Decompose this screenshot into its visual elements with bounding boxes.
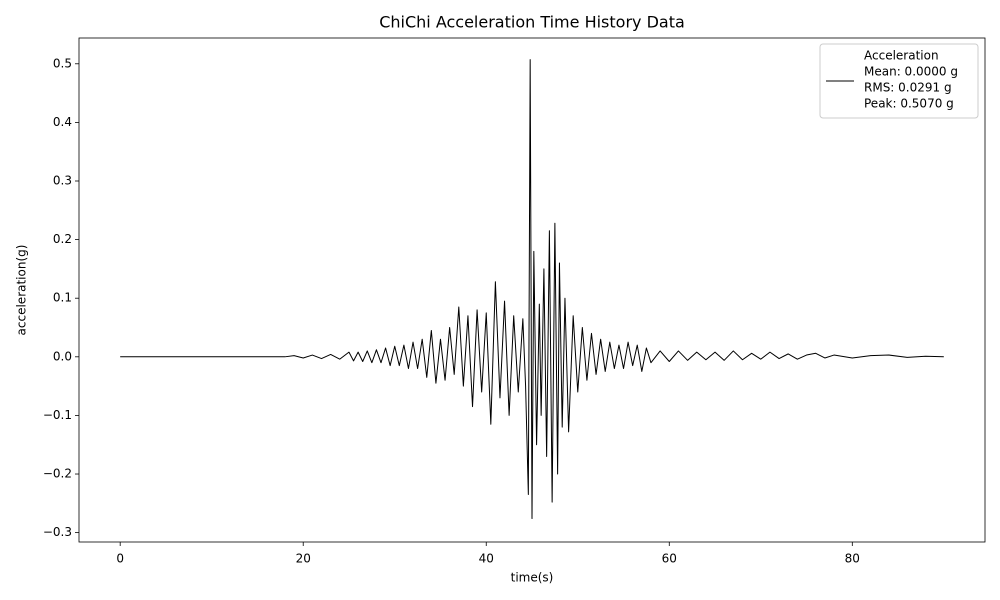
legend-note: Mean: 0.0000 g <box>864 65 958 79</box>
legend-label: Acceleration <box>864 49 939 63</box>
plot-frame <box>78 37 986 543</box>
legend-box <box>819 43 979 119</box>
y-tick-label: 0.4 <box>53 115 72 129</box>
legend-note: RMS: 0.0291 g <box>864 81 952 95</box>
x-tick-label: 0 <box>116 552 124 566</box>
x-tick-label: 40 <box>479 552 494 566</box>
y-tick-label: 0.0 <box>53 349 72 363</box>
y-tick-label: 0.1 <box>53 291 72 305</box>
y-tick-label: 0.2 <box>53 232 72 246</box>
y-tick-label: −0.3 <box>43 525 72 539</box>
y-axis-label: acceleration(g) <box>15 245 29 336</box>
y-tick-label: 0.5 <box>53 56 72 70</box>
x-axis-label: time(s) <box>511 571 554 585</box>
y-tick-label: 0.3 <box>53 173 72 187</box>
chart-title: ChiChi Acceleration Time History Data <box>379 13 685 32</box>
x-tick-label: 60 <box>662 552 677 566</box>
data-line <box>120 59 944 520</box>
legend-note: Peak: 0.5070 g <box>864 97 954 111</box>
x-tick-label: 80 <box>845 552 860 566</box>
x-tick-label: 20 <box>296 552 311 566</box>
y-tick-label: −0.2 <box>43 467 72 481</box>
y-tick-label: −0.1 <box>43 408 72 422</box>
